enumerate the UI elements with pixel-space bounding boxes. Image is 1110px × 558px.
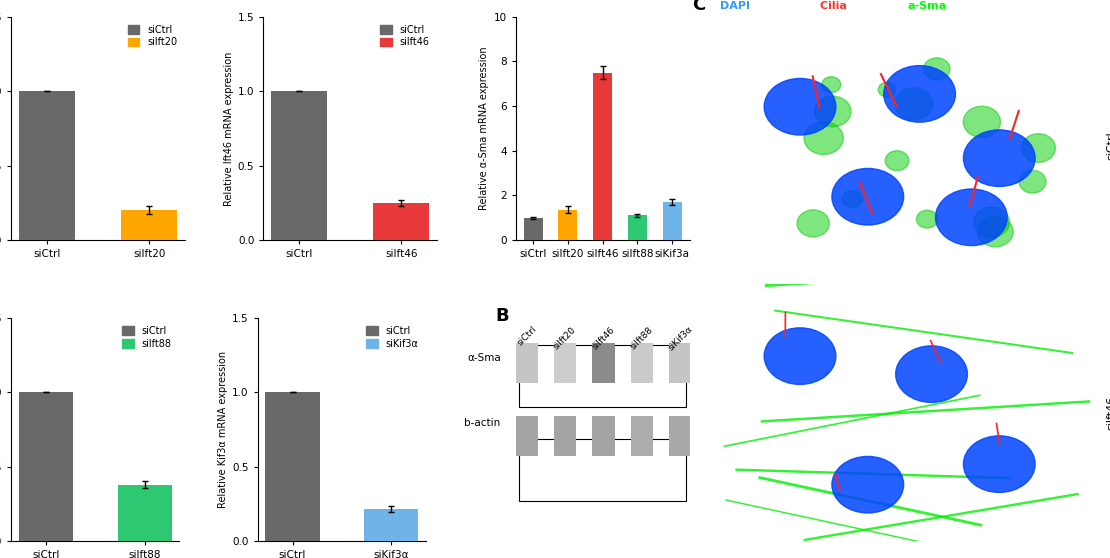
FancyBboxPatch shape: [519, 345, 686, 407]
Ellipse shape: [815, 96, 851, 127]
Ellipse shape: [963, 436, 1036, 492]
Ellipse shape: [924, 58, 950, 80]
FancyBboxPatch shape: [554, 416, 576, 456]
Legend: siCtrl, siKif3α: siCtrl, siKif3α: [363, 323, 422, 352]
Text: silft46: silft46: [1107, 396, 1110, 430]
Ellipse shape: [878, 83, 896, 97]
Y-axis label: Relative Kif3α mRNA expression: Relative Kif3α mRNA expression: [218, 351, 228, 508]
Ellipse shape: [884, 66, 956, 122]
Bar: [19, 91, 75, 240]
FancyBboxPatch shape: [593, 416, 615, 456]
Text: C: C: [693, 0, 706, 14]
Ellipse shape: [896, 346, 968, 402]
Ellipse shape: [963, 106, 1000, 137]
Text: siCtrl: siCtrl: [515, 325, 538, 348]
Legend: siCtrl, silft88: siCtrl, silft88: [120, 323, 174, 352]
Ellipse shape: [1021, 134, 1056, 162]
Bar: [364, 508, 418, 541]
Text: B: B: [495, 307, 508, 325]
Legend: siCtrl, silft46: siCtrl, silft46: [377, 22, 433, 50]
Bar: [558, 210, 577, 240]
Ellipse shape: [831, 169, 904, 225]
FancyBboxPatch shape: [515, 416, 537, 456]
FancyBboxPatch shape: [554, 343, 576, 383]
Ellipse shape: [936, 189, 1007, 246]
Ellipse shape: [1019, 170, 1046, 193]
Bar: [593, 73, 613, 240]
Ellipse shape: [842, 190, 862, 208]
Text: α-Sma: α-Sma: [467, 353, 501, 363]
Text: b-actin: b-actin: [464, 418, 501, 428]
Bar: [19, 392, 73, 541]
Text: siKif3α: siKif3α: [666, 325, 695, 353]
Ellipse shape: [973, 207, 1010, 237]
FancyBboxPatch shape: [515, 343, 537, 383]
Text: DAPI: DAPI: [720, 1, 758, 11]
FancyBboxPatch shape: [630, 416, 653, 456]
FancyBboxPatch shape: [630, 343, 653, 383]
Ellipse shape: [831, 456, 904, 513]
FancyBboxPatch shape: [593, 343, 615, 383]
Text: silft88: silft88: [628, 325, 655, 351]
Ellipse shape: [963, 130, 1036, 186]
FancyBboxPatch shape: [519, 439, 686, 501]
Y-axis label: Relative Ift46 mRNA expression: Relative Ift46 mRNA expression: [223, 51, 233, 205]
Bar: [373, 203, 430, 240]
Ellipse shape: [797, 210, 829, 237]
Ellipse shape: [917, 210, 938, 228]
Ellipse shape: [978, 217, 1013, 247]
Bar: [271, 91, 327, 240]
Bar: [663, 202, 682, 240]
Text: a-Sma: a-Sma: [908, 1, 947, 11]
Bar: [524, 218, 543, 240]
Text: Cilia: Cilia: [820, 1, 855, 11]
Ellipse shape: [885, 151, 909, 171]
Y-axis label: Relative α-Sma mRNA expression: Relative α-Sma mRNA expression: [480, 46, 490, 210]
FancyBboxPatch shape: [669, 416, 692, 456]
Ellipse shape: [764, 328, 836, 384]
FancyBboxPatch shape: [669, 343, 692, 383]
Ellipse shape: [764, 79, 836, 135]
Ellipse shape: [821, 76, 840, 93]
Legend: siCtrl, silft20: siCtrl, silft20: [124, 22, 180, 50]
Bar: [265, 392, 320, 541]
Text: silft20: silft20: [552, 325, 578, 351]
Bar: [118, 485, 172, 541]
Ellipse shape: [895, 88, 932, 120]
Bar: [628, 215, 647, 240]
Ellipse shape: [804, 122, 844, 155]
Bar: [121, 210, 178, 240]
Text: silft46: silft46: [591, 325, 616, 351]
Text: siCtrl: siCtrl: [1107, 131, 1110, 160]
